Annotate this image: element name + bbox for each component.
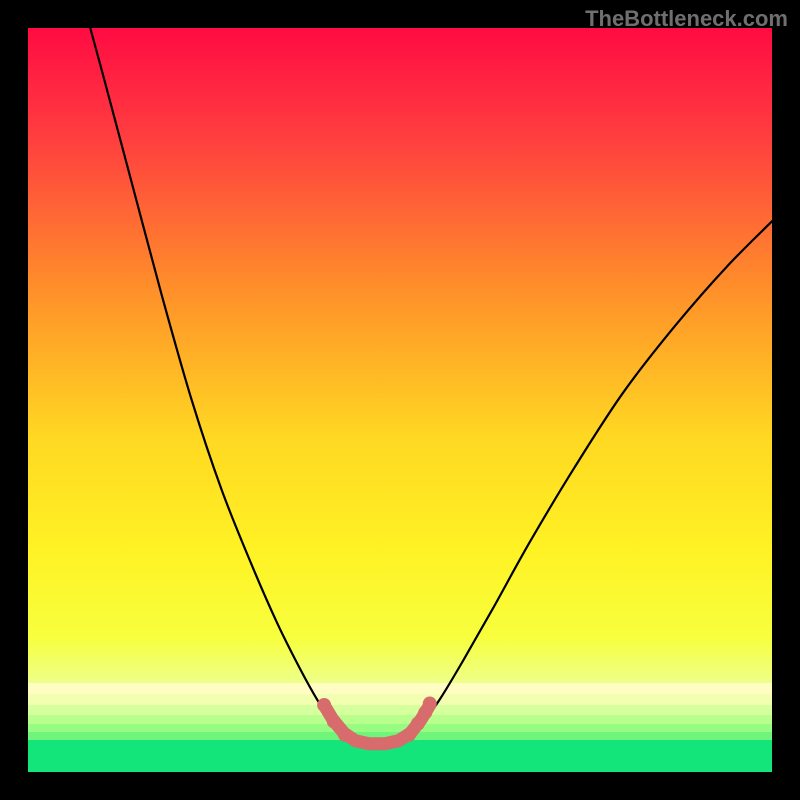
curve-layer bbox=[28, 28, 772, 772]
arc-dot-6 bbox=[423, 697, 437, 711]
arc-dot-3 bbox=[402, 728, 416, 742]
bottleneck-curve bbox=[80, 28, 772, 743]
arc-dots bbox=[317, 697, 437, 742]
watermark-label: TheBottleneck.com bbox=[585, 6, 788, 32]
chart-container: TheBottleneck.com bbox=[0, 0, 800, 800]
arc-dot-1 bbox=[327, 714, 341, 728]
plot-area bbox=[28, 28, 772, 772]
arc-dot-0 bbox=[317, 698, 331, 712]
arc-dot-2 bbox=[338, 728, 352, 742]
